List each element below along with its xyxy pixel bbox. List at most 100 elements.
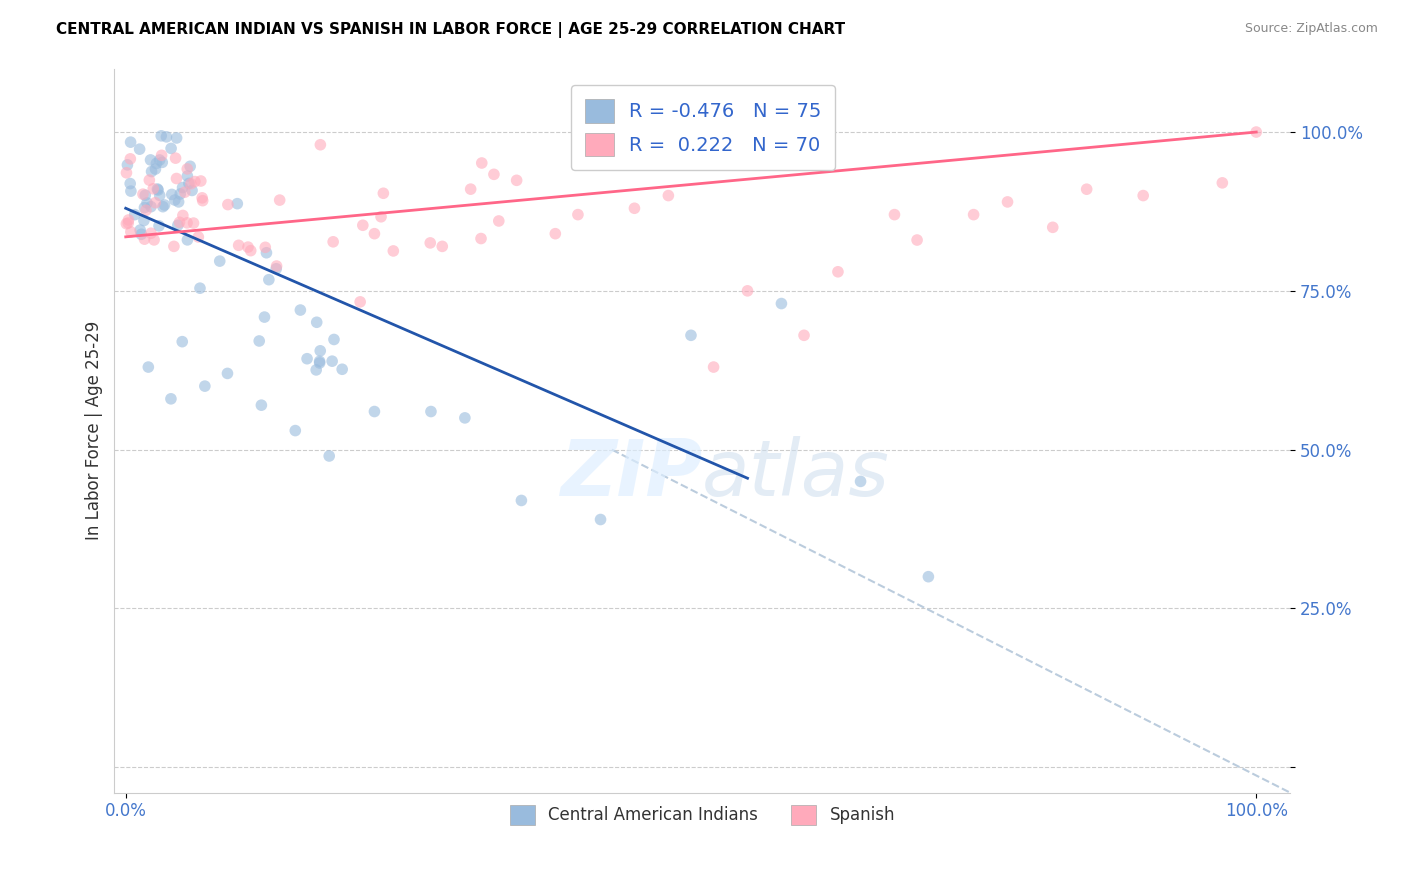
Point: [793, 328, 815, 343]
Point: [155, 129, 177, 144]
Point: [150, 128, 173, 143]
Point: [139, 226, 162, 240]
Point: [117, 213, 139, 227]
Point: [172, 209, 194, 223]
Point: [454, 410, 477, 425]
Point: [120, 225, 142, 239]
Point: [173, 185, 195, 199]
Point: [308, 356, 330, 370]
Point: [460, 182, 482, 196]
Point: [305, 363, 328, 377]
Point: [322, 235, 344, 249]
Point: [488, 214, 510, 228]
Point: [432, 239, 454, 253]
Point: [737, 284, 759, 298]
Point: [145, 162, 167, 177]
Point: [150, 155, 173, 169]
Point: [318, 449, 340, 463]
Point: [160, 141, 183, 155]
Point: [141, 164, 163, 178]
Point: [1076, 182, 1098, 196]
Point: [129, 223, 152, 237]
Point: [256, 245, 278, 260]
Point: [172, 180, 194, 194]
Point: [962, 208, 984, 222]
Point: [363, 227, 385, 241]
Point: [179, 159, 201, 173]
Point: [264, 261, 287, 276]
Point: [146, 183, 169, 197]
Point: [269, 193, 291, 207]
Point: [188, 281, 211, 295]
Point: [217, 367, 239, 381]
Point: [657, 188, 679, 202]
Point: [505, 173, 527, 187]
Point: [770, 296, 793, 310]
Point: [295, 351, 318, 366]
Point: [228, 238, 250, 252]
Point: [160, 392, 183, 406]
Point: [309, 343, 332, 358]
Point: [321, 354, 343, 368]
Point: [152, 200, 174, 214]
Point: [567, 208, 589, 222]
Point: [257, 273, 280, 287]
Point: [703, 360, 725, 375]
Point: [150, 148, 173, 162]
Point: [184, 175, 207, 189]
Point: [165, 151, 187, 165]
Point: [160, 187, 183, 202]
Point: [544, 227, 567, 241]
Point: [134, 201, 156, 215]
Point: [373, 186, 395, 201]
Point: [419, 235, 441, 250]
Point: [163, 193, 186, 207]
Point: [120, 135, 142, 149]
Point: [117, 216, 139, 230]
Point: [1042, 220, 1064, 235]
Point: [679, 328, 702, 343]
Point: [135, 203, 157, 218]
Point: [166, 219, 188, 233]
Point: [217, 197, 239, 211]
Point: [166, 131, 188, 145]
Point: [132, 213, 155, 227]
Text: CENTRAL AMERICAN INDIAN VS SPANISH IN LABOR FORCE | AGE 25-29 CORRELATION CHART: CENTRAL AMERICAN INDIAN VS SPANISH IN LA…: [56, 22, 845, 38]
Point: [177, 177, 200, 191]
Point: [176, 169, 198, 183]
Point: [176, 233, 198, 247]
Text: atlas: atlas: [702, 436, 890, 512]
Point: [166, 171, 188, 186]
Text: ZIP: ZIP: [560, 436, 702, 512]
Point: [169, 215, 191, 229]
Point: [136, 360, 159, 375]
Legend: Central American Indians, Spanish: Central American Indians, Spanish: [499, 795, 905, 835]
Point: [266, 259, 288, 273]
Point: [370, 210, 392, 224]
Point: [167, 194, 190, 209]
Point: [253, 310, 276, 324]
Point: [117, 158, 139, 172]
Point: [883, 208, 905, 222]
Point: [172, 334, 194, 349]
Point: [226, 196, 249, 211]
Point: [134, 232, 156, 246]
Point: [382, 244, 405, 258]
Point: [330, 362, 353, 376]
Point: [148, 219, 170, 233]
Point: [191, 191, 214, 205]
Point: [917, 570, 939, 584]
Point: [309, 137, 332, 152]
Point: [149, 153, 172, 167]
Point: [131, 227, 153, 242]
Point: [153, 198, 176, 212]
Point: [905, 233, 928, 247]
Text: Source: ZipAtlas.com: Source: ZipAtlas.com: [1244, 22, 1378, 36]
Point: [471, 156, 494, 170]
Point: [181, 184, 204, 198]
Point: [163, 239, 186, 253]
Point: [138, 173, 160, 187]
Point: [143, 233, 166, 247]
Point: [208, 254, 231, 268]
Point: [128, 142, 150, 156]
